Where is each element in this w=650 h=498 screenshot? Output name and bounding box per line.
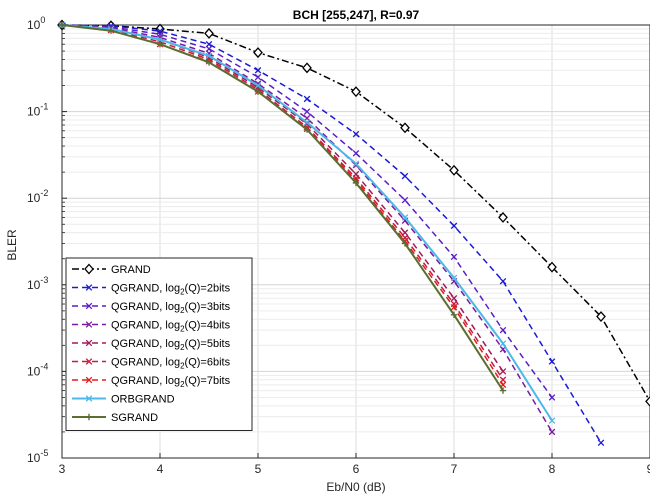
x-marker [303,95,311,103]
legend-label: QGRAND, log2(Q)=6bits [111,357,231,371]
x-marker [254,67,262,74]
x-marker [401,214,409,221]
plus-marker [450,311,458,319]
diamond-marker [498,211,508,223]
diamond-marker [449,164,459,176]
x-marker [499,368,507,375]
legend-label: ORBGRAND [111,394,175,406]
x-marker [254,82,262,89]
plus-marker [352,179,360,187]
diamond-marker [400,122,410,134]
x-marker [85,284,93,291]
diamond-marker [351,86,361,98]
x-marker [85,321,93,328]
diamond-marker [204,27,214,39]
series-9 [58,21,507,394]
x-marker [499,277,507,285]
series-group [57,19,650,447]
legend-label: QGRAND, log2(Q)=3bits [111,301,231,315]
diamond-marker [547,261,557,273]
x-marker [85,395,93,402]
y-tick-label: 10-2 [27,188,48,205]
x-tick-label: 7 [451,462,458,476]
x-marker [352,160,360,167]
y-tick-label: 100 [27,15,45,32]
x-marker [303,119,311,126]
series-line [61,24,602,444]
x-tick-label: 8 [549,462,556,476]
y-tick-label: 10-1 [27,102,48,119]
plus-marker [401,240,409,247]
x-marker [401,172,409,180]
plus-marker [107,27,115,34]
x-marker [205,52,213,60]
diamond-marker [596,311,606,323]
series-line [61,24,553,433]
legend-label: SGRAND [111,412,158,424]
diamond-marker [84,263,94,275]
chart-title: BCH [255,247], R=0.97 [293,8,420,22]
series-line [61,24,504,392]
legend-label: QGRAND, log2(Q)=4bits [111,320,231,334]
x-marker [85,376,93,384]
x-marker [450,274,458,282]
legend-label: QGRAND, log2(Q)=2bits [111,283,231,297]
diamond-marker [253,47,263,59]
x-marker [450,253,458,261]
x-marker [85,358,93,365]
x-marker [499,340,507,347]
x-marker [85,339,93,347]
x-marker [548,428,556,436]
x-marker [548,417,556,424]
x-marker [352,130,360,138]
y-tick-label: 10-4 [27,361,48,378]
plus-marker [499,387,507,394]
x-marker [548,358,556,365]
y-axis-label: BLER [5,229,19,261]
plus-marker [58,21,66,29]
plus-marker [254,88,262,95]
legend: GRAND QGRAND, log2(Q)=2bits QGRAND, log2(Q… [65,257,253,431]
x-marker [85,302,93,310]
legend-label: GRAND [111,264,151,276]
y-tick-label: 10-3 [27,275,48,292]
x-tick-label: 4 [157,462,164,476]
x-marker [450,294,458,302]
series-line [61,24,553,398]
x-axis-label: Eb/N0 (dB) [326,480,385,494]
plus-marker [156,41,164,48]
x-tick-label: 3 [59,462,66,476]
x-marker [597,439,605,447]
series-2 [58,21,605,447]
diamond-marker [645,395,650,407]
series-line [61,24,504,381]
x-tick-label: 9 [647,462,650,476]
x-tick-label: 6 [353,462,360,476]
x-marker [450,222,458,230]
x-marker [499,326,507,334]
x-marker [401,196,409,204]
x-marker [205,40,213,48]
diamond-marker [302,62,312,74]
x-marker [303,108,311,115]
y-tick-label: 10-5 [27,448,48,465]
axis-ticks: 3 4 5 6 7 8 9 10-5 10-4 10-3 10-2 10-1 100 [27,15,650,476]
x-marker [548,394,556,401]
x-marker [450,304,458,311]
plus-marker [205,59,213,66]
x-marker [156,36,164,43]
x-marker [352,150,360,157]
legend-label: QGRAND, log2(Q)=5bits [111,338,231,352]
plus-marker [85,413,93,421]
x-tick-label: 5 [255,462,262,476]
legend-label: QGRAND, log2(Q)=7bits [111,375,231,389]
x-marker [254,73,262,81]
plus-marker [303,126,311,133]
